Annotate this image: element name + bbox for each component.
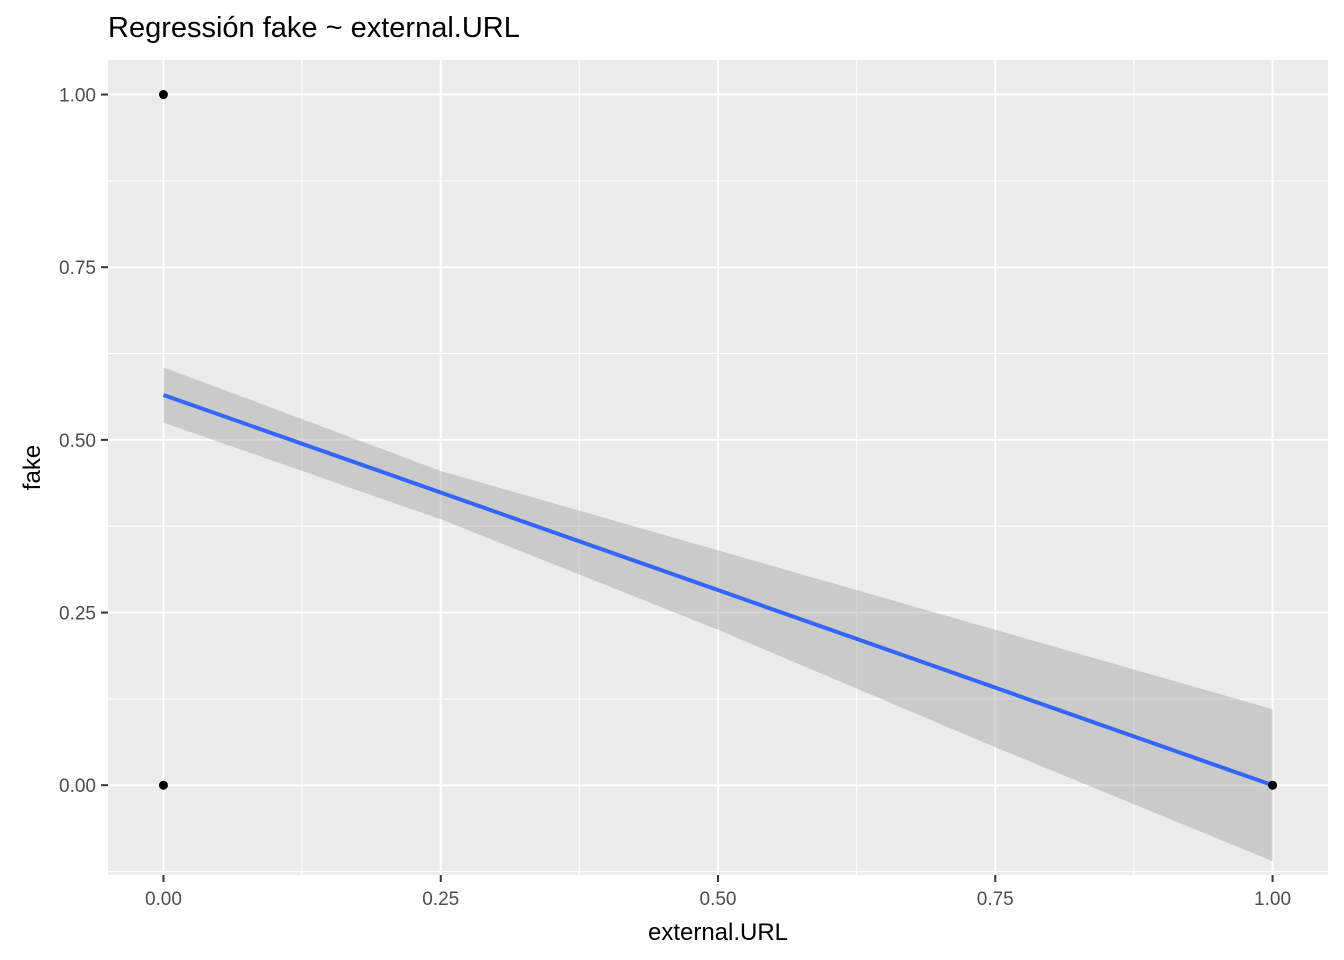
x-tick-label: 0.00 [145,889,182,910]
fit-line-layer [162,393,1274,788]
y-tick-label: 0.25 [59,604,96,625]
y-axis-title: fake [19,445,46,490]
chart-title: Regressión fake ~ external.URL [108,12,520,44]
y-tick-label: 0.00 [59,776,96,797]
y-tick-label: 1.00 [59,86,96,107]
major-gridlines [108,60,1328,875]
data-point [158,780,168,790]
x-tick-label: 0.50 [700,889,737,910]
y-axis: 0.00 0.25 0.50 0.75 1.00 [59,86,108,797]
x-tick-label: 1.00 [1254,889,1291,910]
y-tick-label: 0.50 [59,431,96,452]
x-axis-title: external.URL [648,919,788,946]
data-point [1268,780,1278,790]
points-layer [158,90,1278,790]
x-tick-label: 0.25 [422,889,459,910]
x-axis: 0.00 0.25 0.50 0.75 1.00 [145,875,1291,910]
y-tick-label: 0.75 [59,258,96,279]
regression-line [162,393,1274,788]
data-point [158,90,168,100]
x-tick-label: 0.75 [977,889,1014,910]
